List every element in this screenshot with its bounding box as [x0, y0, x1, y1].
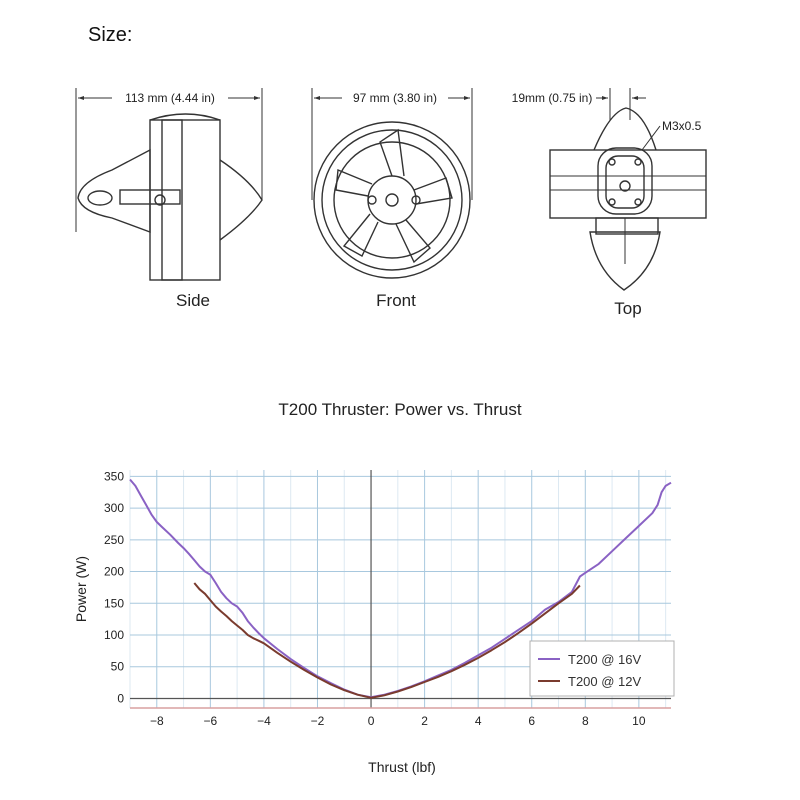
y-tick-label: 300	[104, 501, 124, 515]
legend: T200 @ 16V T200 @ 12V	[529, 640, 675, 697]
chart-title: T200 Thruster: Power vs. Thrust	[278, 400, 522, 419]
front-dimension: 97 mm (3.80 in)	[353, 91, 437, 105]
top-dimension: 19mm (0.75 in)	[512, 91, 593, 105]
legend-box	[529, 640, 675, 697]
y-tick-label: 250	[104, 533, 124, 547]
side-dimension: 113 mm (4.44 in)	[125, 91, 215, 105]
side-view-label: Side	[176, 291, 210, 310]
y-axis-title: Power (W)	[73, 556, 89, 622]
y-tick-label: 350	[104, 469, 124, 483]
x-tick-label: 8	[582, 714, 589, 728]
top-view-label: Top	[614, 299, 641, 318]
series-layer	[129, 478, 672, 699]
x-tick-label: 6	[528, 714, 535, 728]
x-axis-title: Thrust (lbf)	[368, 759, 436, 775]
x-tick-label: 0	[368, 714, 375, 728]
y-tick-label: 200	[104, 565, 124, 579]
x-tick-label: −4	[257, 714, 271, 728]
side-view: 113 mm (4.44 in) Side	[75, 88, 263, 310]
front-view-label: Front	[376, 291, 416, 310]
series-line-12v	[193, 582, 581, 699]
size-label: Size:	[88, 24, 133, 46]
x-tick-label: 4	[475, 714, 482, 728]
front-view: 97 mm (3.80 in) Front	[311, 88, 473, 310]
legend-label: T200 @ 16V	[568, 652, 642, 667]
x-tick-label: 2	[421, 714, 428, 728]
top-view: 19mm (0.75 in) M3x0.5 Top	[512, 88, 707, 318]
y-tick-label: 100	[104, 628, 124, 642]
legend-label: T200 @ 12V	[568, 674, 642, 689]
technical-drawings: 113 mm (4.44 in) Side 97 mm (3.80 in)	[75, 88, 707, 318]
x-tick-label: −8	[150, 714, 164, 728]
y-tick-label: 50	[111, 660, 125, 674]
x-tick-label: −2	[311, 714, 325, 728]
y-tick-label: 150	[104, 596, 124, 610]
series-line-16v	[129, 478, 672, 699]
x-tick-label: −6	[204, 714, 218, 728]
top-callout: M3x0.5	[662, 119, 702, 133]
y-tick-label: 0	[117, 691, 124, 705]
x-tick-label: 10	[632, 714, 646, 728]
